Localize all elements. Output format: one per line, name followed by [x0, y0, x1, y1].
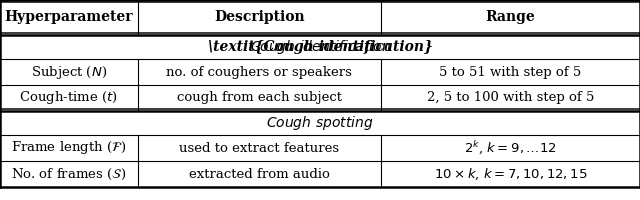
- Text: 2, 5 to 100 with step of 5: 2, 5 to 100 with step of 5: [427, 92, 594, 104]
- Text: \textit{Cough identification}: \textit{Cough identification}: [207, 40, 433, 54]
- Text: no. of coughers or speakers: no. of coughers or speakers: [166, 66, 352, 79]
- Text: Description: Description: [214, 10, 305, 24]
- Text: $\bf{\it{Cough\ identification}}$: $\bf{\it{Cough\ identification}}$: [250, 38, 390, 56]
- Text: Cough-time ($t$): Cough-time ($t$): [19, 90, 118, 106]
- Text: $10 \times k$, $k = 7, 10, 12, 15$: $10 \times k$, $k = 7, 10, 12, 15$: [434, 166, 587, 182]
- Text: Hyperparameter: Hyperparameter: [4, 10, 133, 24]
- Text: Frame length ($\mathcal{F}$): Frame length ($\mathcal{F}$): [12, 140, 126, 156]
- Text: used to extract features: used to extract features: [179, 142, 339, 154]
- Text: cough from each subject: cough from each subject: [177, 92, 342, 104]
- Text: $\bf{\it{Cough\ spotting}}$: $\bf{\it{Cough\ spotting}}$: [266, 114, 374, 132]
- Text: 5 to 51 with step of 5: 5 to 51 with step of 5: [439, 66, 582, 79]
- Text: extracted from audio: extracted from audio: [189, 168, 330, 181]
- Text: $2^k$, $k = 9, \ldots 12$: $2^k$, $k = 9, \ldots 12$: [464, 139, 557, 157]
- Text: Range: Range: [486, 10, 535, 24]
- Text: No. of frames ($\mathcal{S}$): No. of frames ($\mathcal{S}$): [11, 166, 127, 182]
- Text: Subject ($N$): Subject ($N$): [31, 64, 107, 81]
